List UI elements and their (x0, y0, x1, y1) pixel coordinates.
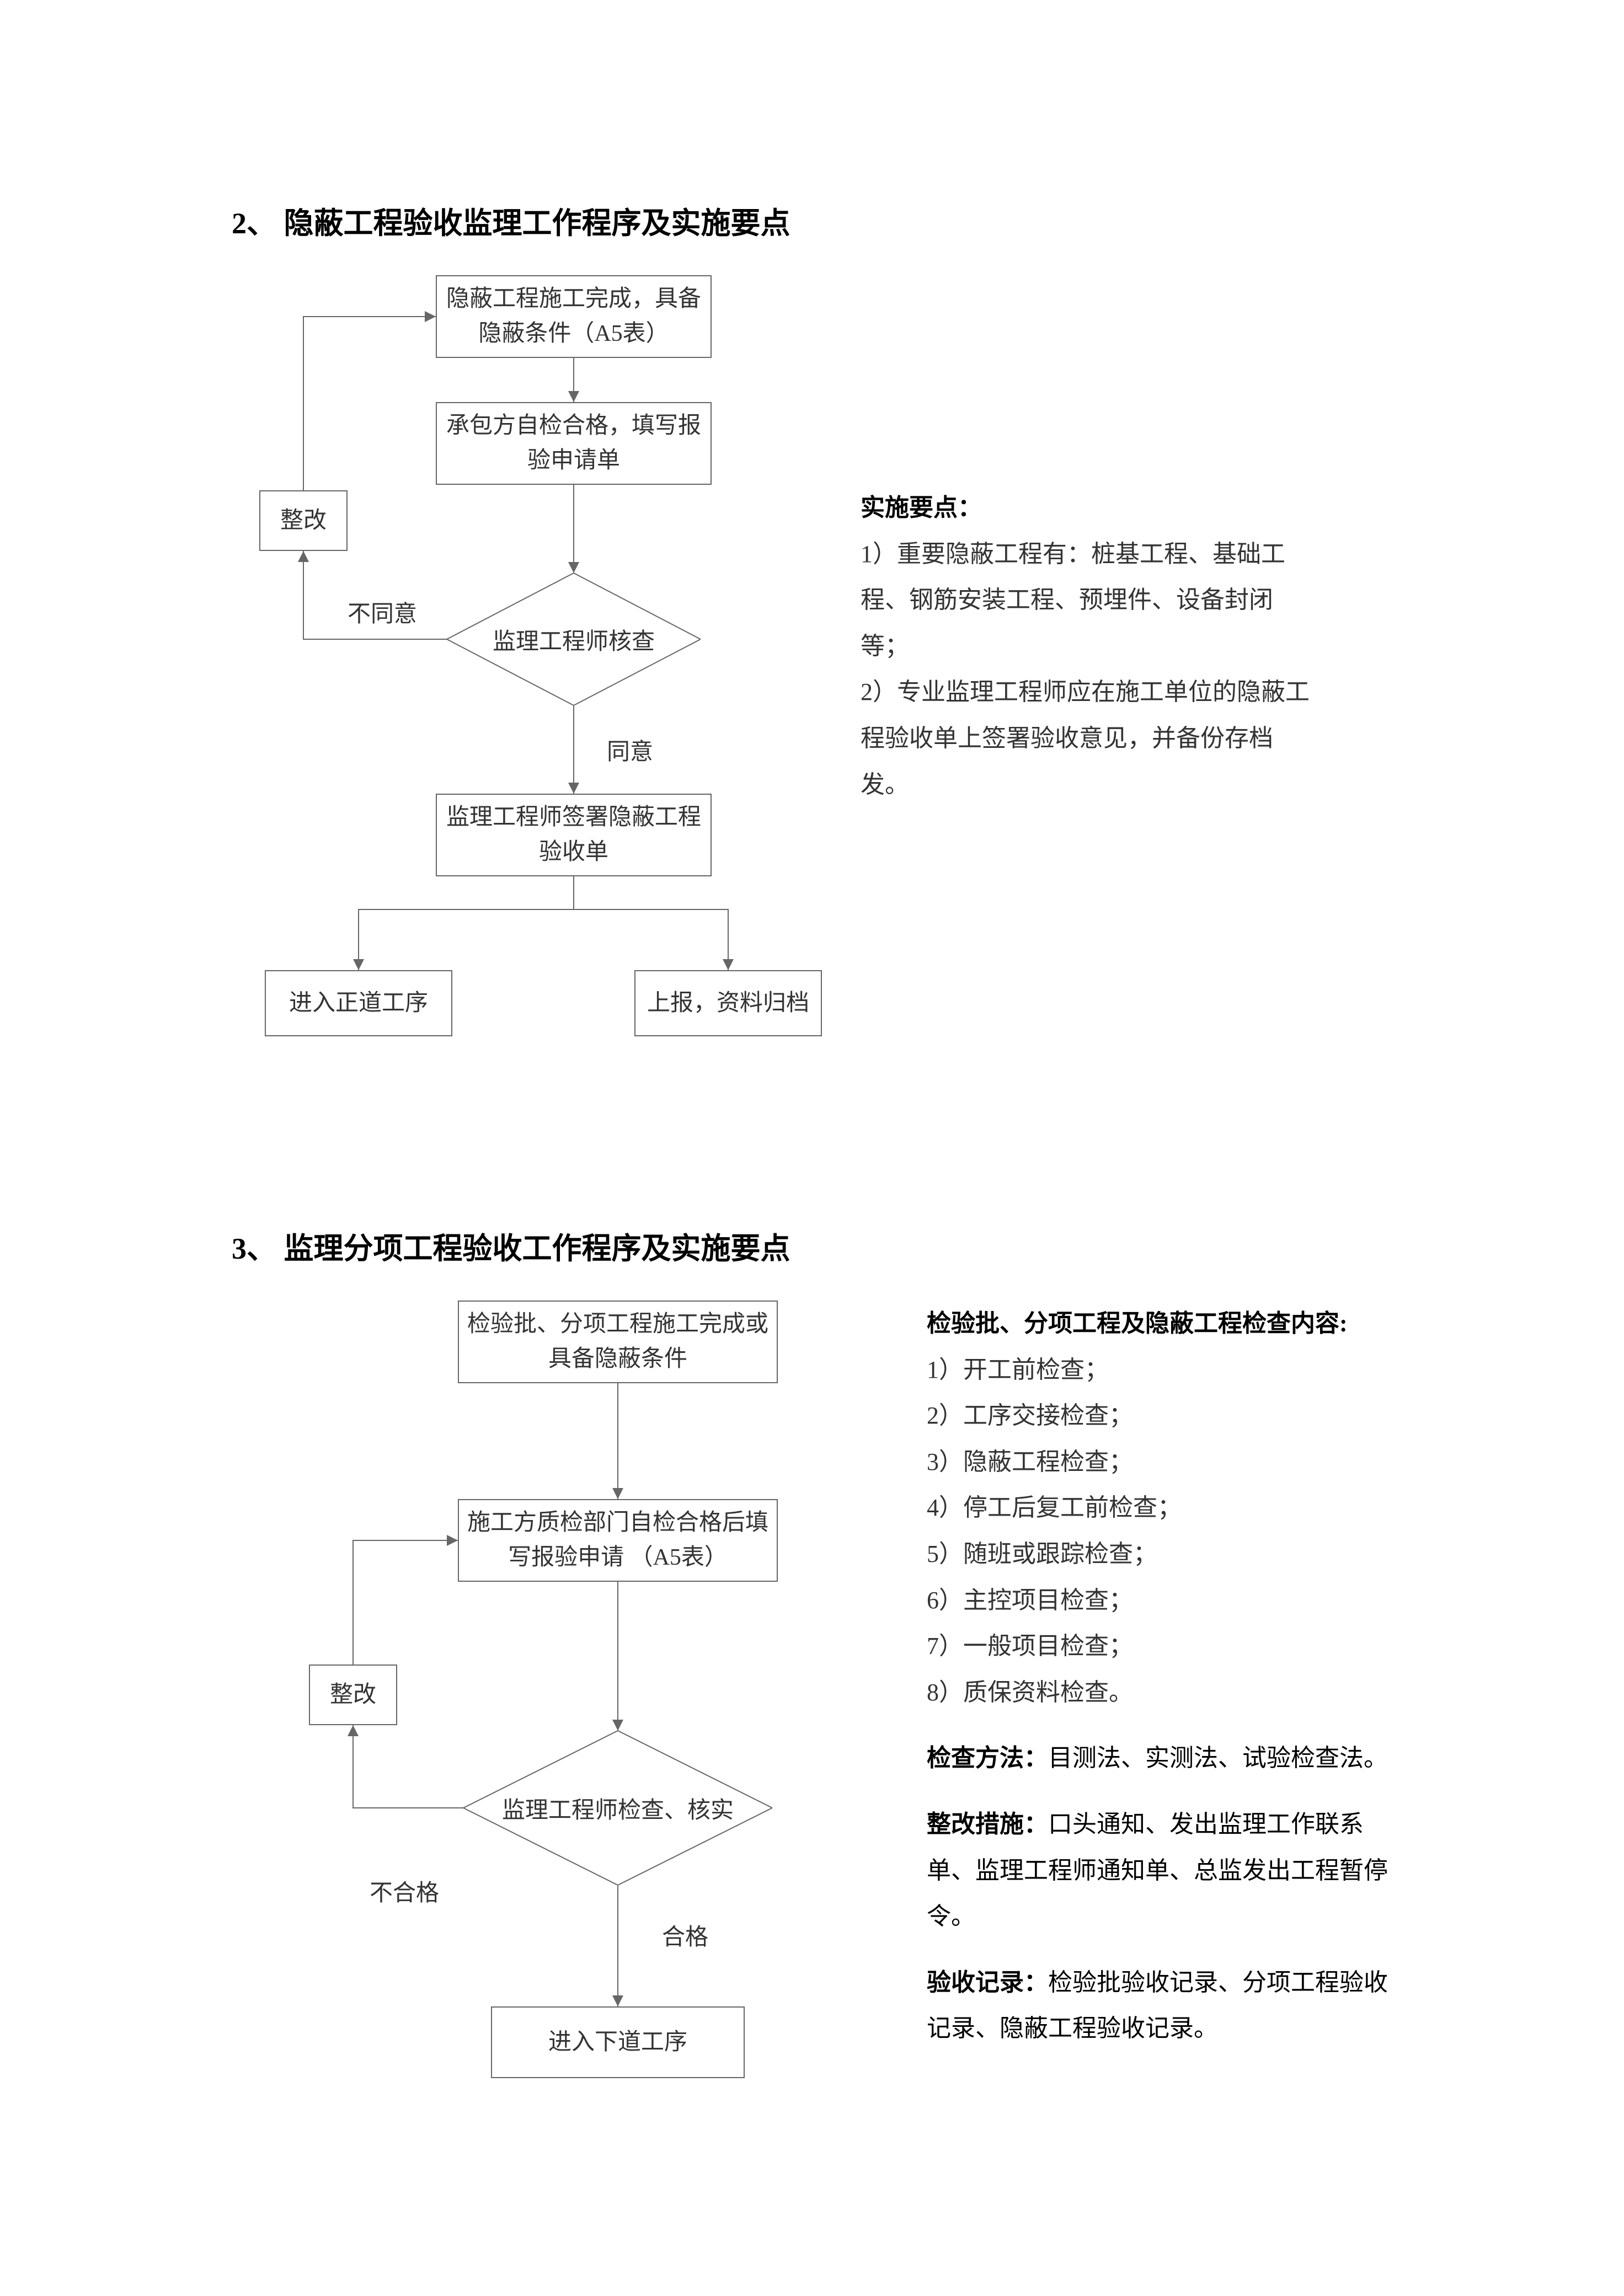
flow3-node-selfcheck-label: 施工方质检部门自检合格后填写报验申请 （A5表） (466, 1506, 770, 1575)
notes2-p1: 1）重要隐蔽工程有：桩基工程、基础工程、钢筋安装工程、预埋件、设备封闭等； (861, 531, 1313, 670)
flow2-node-next-step: 进入正道工序 (265, 970, 452, 1036)
flow2-node-sign: 监理工程师签署隐蔽工程验收单 (436, 794, 712, 876)
section-3-title: 3、 监理分项工程验收工作程序及实施要点 (232, 1224, 1392, 1267)
flow2-edge-agree: 同意 (607, 733, 653, 767)
notes3-i5: 5）随班或跟踪检查； (927, 1531, 1392, 1577)
flow3-node-start: 检验批、分项工程施工完成或具备隐蔽条件 (458, 1300, 778, 1383)
flow3-decision-label: 监理工程师检查、核实 (463, 1731, 772, 1885)
flow2-node-sign-label: 监理工程师签署隐蔽工程验收单 (444, 800, 704, 870)
flow3-node-next-step: 进入下道工序 (491, 2006, 745, 2078)
section-3-notes: 检验批、分项工程及隐蔽工程检查内容: 1）开工前检查； 2）工序交接检查； 3）… (905, 1300, 1392, 2052)
notes3-i2: 2）工序交接检查； (927, 1393, 1392, 1439)
section-2: 2、 隐蔽工程验收监理工作程序及实施要点 (232, 199, 1392, 1080)
notes3-title3-label: 整改措施： (927, 1811, 1048, 1838)
notes3-title1: 检验批、分项工程及隐蔽工程检查内容: (927, 1300, 1392, 1347)
notes2-p2: 2）专业监理工程师应在施工单位的隐蔽工程验收单上签署验收意见，并备份存档发。 (861, 669, 1313, 807)
flow2-node-rectify: 整改 (259, 490, 348, 551)
flow2-node-selfcheck-label: 承包方自检合格，填写报验申请单 (444, 409, 704, 478)
notes3-title4-label: 验收记录： (927, 1969, 1048, 1996)
flow3-node-selfcheck: 施工方质检部门自检合格后填写报验申请 （A5表） (458, 1499, 778, 1582)
notes3-title3: 整改措施：口头通知、发出监理工作联系单、监理工程师通知单、总监发出工程暂停令。 (927, 1801, 1392, 1940)
notes3-i8: 8）质保资料检查。 (927, 1669, 1392, 1716)
flow2-edge-disagree: 不同意 (348, 595, 417, 629)
section-3-content: 检验批、分项工程施工完成或具备隐蔽条件 施工方质检部门自检合格后填写报验申请 （… (232, 1300, 1392, 2161)
flow2-node-rectify-label: 整改 (280, 504, 327, 538)
section-2-title: 2、 隐蔽工程验收监理工作程序及实施要点 (232, 199, 1392, 242)
flowchart-3: 检验批、分项工程施工完成或具备隐蔽条件 施工方质检部门自检合格后填写报验申请 （… (320, 1300, 905, 2161)
notes3-p2text: 目测法、实测法、试验检查法。 (1048, 1744, 1388, 1771)
notes3-title2: 检查方法：目测法、实测法、试验检查法。 (927, 1735, 1392, 1781)
notes3-title2-label: 检查方法： (927, 1744, 1048, 1771)
section-3: 3、 监理分项工程验收工作程序及实施要点 (232, 1224, 1392, 2161)
flow2-decision: 监理工程师核查 (447, 573, 701, 705)
flow3-edge-pass: 合格 (662, 1918, 708, 1952)
flow3-node-start-label: 检验批、分项工程施工完成或具备隐蔽条件 (466, 1307, 770, 1377)
flow2-decision-label: 监理工程师核查 (447, 573, 701, 705)
flow3-node-rectify: 整改 (309, 1665, 397, 1725)
flowchart-2: 隐蔽工程施工完成，具备隐蔽条件（A5表） 承包方自检合格，填写报验申请单 整改 … (232, 275, 816, 1080)
flow2-node-start: 隐蔽工程施工完成，具备隐蔽条件（A5表） (436, 275, 712, 358)
flow2-node-report-archive-label: 上报，资料归档 (647, 986, 809, 1021)
flow3-node-rectify-label: 整改 (330, 1678, 376, 1712)
notes3-i6: 6）主控项目检查； (927, 1577, 1392, 1624)
notes3-i1: 1）开工前检查； (927, 1347, 1392, 1393)
section-2-content: 隐蔽工程施工完成，具备隐蔽条件（A5表） 承包方自检合格，填写报验申请单 整改 … (232, 275, 1392, 1080)
section-2-notes: 实施要点： 1）重要隐蔽工程有：桩基工程、基础工程、钢筋安装工程、预埋件、设备封… (816, 275, 1313, 807)
flow2-node-report-archive: 上报，资料归档 (634, 970, 822, 1036)
flow2-node-next-step-label: 进入正道工序 (289, 986, 428, 1021)
flow3-node-next-step-label: 进入下道工序 (548, 2025, 687, 2060)
notes2-title: 实施要点： (861, 485, 1313, 531)
document-page: 2、 隐蔽工程验收监理工作程序及实施要点 (0, 0, 1624, 2296)
notes3-i3: 3）隐蔽工程检查； (927, 1439, 1392, 1485)
flow3-edge-fail: 不合格 (370, 1874, 439, 1908)
notes3-title4: 验收记录：检验批验收记录、分项工程验收记录、隐蔽工程验收记录。 (927, 1960, 1392, 2052)
flow2-node-selfcheck: 承包方自检合格，填写报验申请单 (436, 402, 712, 485)
notes3-i4: 4）停工后复工前检查； (927, 1485, 1392, 1531)
flow3-decision: 监理工程师检查、核实 (463, 1731, 772, 1885)
flow2-node-start-label: 隐蔽工程施工完成，具备隐蔽条件（A5表） (444, 282, 704, 351)
notes3-i7: 7）一般项目检查； (927, 1623, 1392, 1669)
